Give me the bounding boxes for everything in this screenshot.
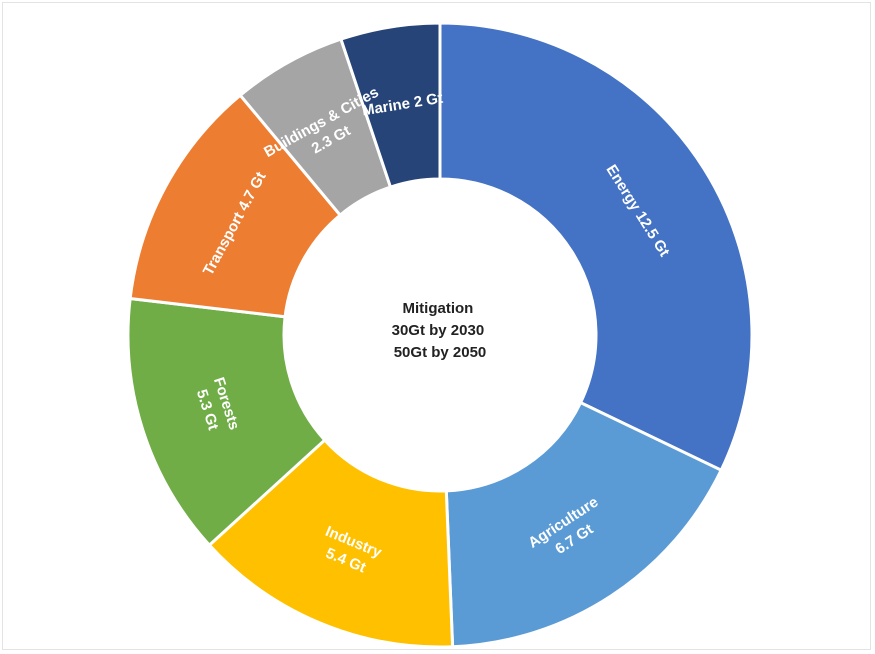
center-line-3: 50Gt by 2050 — [394, 344, 487, 361]
slice-marine — [339, 21, 442, 189]
slice-agriculture — [444, 400, 724, 649]
slice-energy — [438, 21, 754, 473]
donut-slices — [126, 21, 754, 649]
center-label: Mitigation 30Gt by 2030 50Gt by 2050 — [392, 300, 489, 361]
center-line-2: 30Gt by 2030 — [392, 322, 485, 339]
slice-forests — [126, 296, 327, 548]
slice-transport — [128, 93, 343, 319]
slice-industry — [207, 437, 455, 649]
center-line-1: Mitigation — [403, 300, 474, 317]
